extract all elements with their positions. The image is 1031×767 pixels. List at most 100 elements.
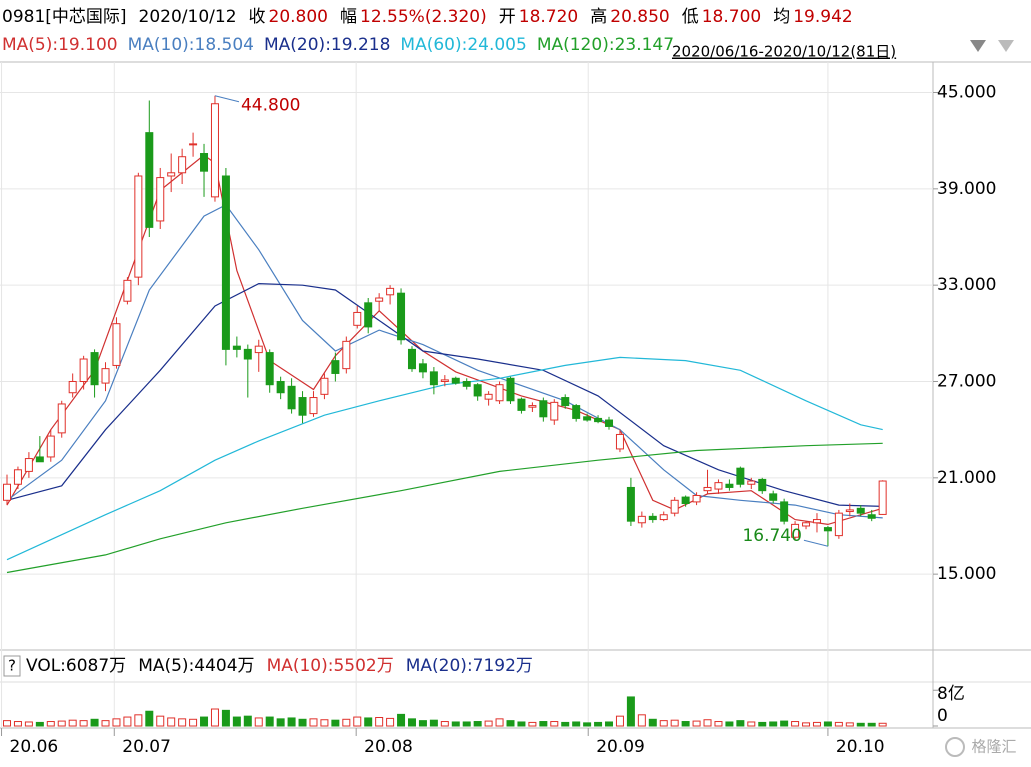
volume-bar [397, 713, 406, 727]
candle-body [397, 292, 406, 341]
volume-bar [670, 719, 679, 727]
candle-body [254, 345, 263, 354]
x-tick-label: 20.07 [122, 737, 171, 757]
volume-bar [528, 721, 537, 727]
volume-bar [451, 721, 460, 727]
help-box[interactable] [3, 655, 21, 677]
header-item: 收 [249, 7, 266, 27]
candle-body [758, 478, 767, 492]
volume-bar [309, 718, 318, 727]
candle-body [24, 458, 33, 472]
volume-bar [583, 722, 592, 727]
candle-body [473, 384, 482, 397]
volume-bar [812, 721, 821, 727]
candle-body [418, 363, 427, 373]
candle-body [429, 371, 438, 386]
help-mark[interactable]: ? [8, 657, 16, 675]
volume-tick-label: 0 [937, 706, 948, 726]
candle-body [364, 302, 373, 328]
volume-tick-label: 8亿 [937, 684, 965, 704]
legend-value: 24.005 [467, 35, 526, 55]
header-item: 高 [590, 7, 607, 27]
dropdown-icon[interactable] [970, 40, 986, 52]
candle-body [856, 507, 865, 514]
logo-icon [945, 737, 965, 757]
volume-bar [167, 717, 176, 727]
y-tick-label: 27.000 [937, 371, 996, 391]
candle-body [276, 380, 285, 394]
volume-bar [736, 720, 745, 727]
candle-body [451, 377, 460, 384]
volume-bar [232, 716, 241, 727]
candle-body [725, 483, 734, 488]
header-item: 12.55%(2.320) [360, 7, 487, 27]
volume-bar [24, 721, 33, 727]
candle-body [353, 311, 362, 326]
header-item: 2020/10/12 [139, 7, 237, 27]
candle-body [747, 480, 756, 485]
candle-body [791, 523, 800, 538]
legend-value: 18.504 [195, 35, 254, 55]
volume-bar [539, 721, 548, 727]
candle-body [123, 279, 132, 302]
volume-legend: MA(5):4404万 [138, 656, 254, 676]
candle-body [845, 509, 854, 513]
volume-bar [802, 722, 811, 727]
x-tick-label: 20.08 [364, 737, 413, 757]
candle-body [637, 515, 646, 524]
volume-legend: MA(20):7192万 [406, 656, 533, 676]
legend-value: 19.100 [58, 35, 117, 55]
candle-body [834, 512, 843, 537]
volume-bar [484, 720, 493, 727]
candle-body [35, 456, 44, 463]
volume-bar [440, 721, 449, 727]
candle-body [90, 352, 99, 386]
ma-line [6, 442, 883, 574]
volume-bar [134, 714, 143, 727]
candle-body [802, 522, 811, 527]
volume-bar [364, 717, 373, 727]
volume-bar [57, 720, 66, 727]
volume-bar [79, 720, 88, 727]
candle-body [462, 380, 471, 387]
volume-bar [637, 714, 646, 727]
volume-bar [780, 720, 789, 727]
dropdown-icon-secondary[interactable] [998, 40, 1014, 52]
volume-bar [3, 720, 12, 727]
candle-body [178, 156, 187, 174]
volume-legend: VOL:6087万 [26, 656, 126, 676]
volume-bar [823, 721, 832, 727]
volume-bar [626, 696, 635, 727]
candle-body [517, 398, 526, 411]
volume-bar [462, 721, 471, 727]
volume-bar [834, 721, 843, 727]
volume-bar [648, 718, 657, 727]
candle-body [736, 467, 745, 485]
header-item: 18.720 [519, 7, 578, 27]
header-item: 20.800 [269, 7, 328, 27]
header-item: 幅 [340, 7, 357, 27]
volume-bar [769, 721, 778, 727]
volume-bar [353, 716, 362, 727]
legend-name: MA(60): [400, 35, 467, 55]
volume-bar [615, 715, 624, 727]
volume-bar [878, 722, 887, 727]
legend-name: MA(20): [264, 35, 331, 55]
candle-body [112, 323, 121, 366]
volume-bar [178, 718, 187, 727]
y-tick-label: 45.000 [937, 83, 996, 103]
candle-body [561, 397, 570, 407]
volume-bar [758, 721, 767, 727]
date-range: 2020/06/16-2020/10/12(81日) [672, 43, 896, 61]
volume-bar [13, 721, 22, 727]
annotation-label: 44.800 [241, 96, 300, 116]
candle-body [528, 405, 537, 408]
volume-bar [210, 708, 219, 727]
candle-body [232, 345, 241, 350]
annotation-arrow [214, 95, 240, 103]
header-item: 19.942 [793, 7, 852, 27]
volume-bar [572, 721, 581, 727]
volume-bar [112, 718, 121, 727]
candle-body [878, 480, 887, 515]
